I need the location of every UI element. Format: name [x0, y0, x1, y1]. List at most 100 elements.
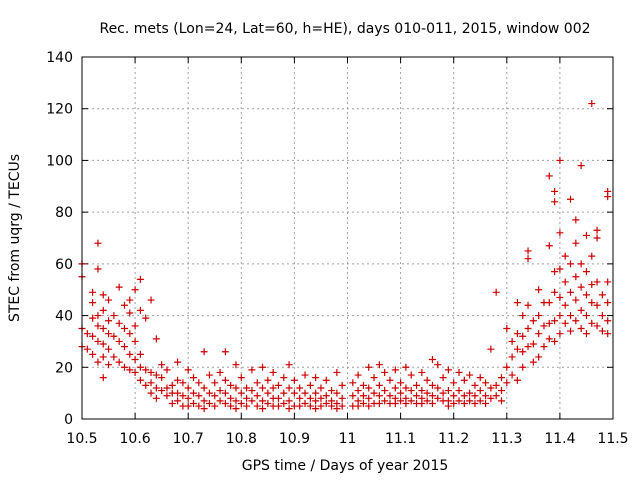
data-point — [428, 356, 436, 364]
data-point — [418, 368, 426, 376]
data-point — [317, 402, 325, 410]
data-point — [577, 325, 585, 332]
data-point — [375, 361, 383, 369]
data-point — [285, 384, 293, 392]
data-point — [115, 283, 123, 291]
data-point — [290, 376, 298, 384]
data-point — [492, 288, 500, 296]
data-point — [333, 368, 341, 376]
data-point — [94, 239, 102, 247]
data-point — [99, 340, 107, 348]
data-point — [391, 366, 399, 374]
data-point — [83, 345, 91, 353]
data-point — [375, 399, 383, 407]
data-point — [296, 402, 304, 410]
data-point — [205, 389, 213, 397]
data-point — [418, 387, 426, 395]
data-point — [248, 397, 256, 405]
data-point — [136, 306, 144, 314]
data-point — [598, 291, 606, 299]
data-point — [110, 353, 118, 361]
data-point — [120, 325, 128, 332]
data-point — [497, 387, 505, 395]
data-point — [365, 402, 373, 410]
data-point — [264, 389, 272, 397]
data-point — [190, 389, 198, 397]
data-point — [572, 239, 580, 247]
data-point — [391, 384, 399, 392]
data-point — [280, 389, 288, 397]
data-point — [428, 392, 436, 400]
data-point — [604, 299, 612, 307]
data-point — [105, 296, 113, 304]
y-tick-label: 120 — [46, 102, 73, 118]
grid — [82, 57, 613, 419]
data-point — [588, 252, 596, 260]
data-point — [535, 312, 543, 320]
data-point — [582, 268, 590, 276]
data-point — [99, 353, 107, 361]
data-point — [136, 275, 144, 283]
data-point — [211, 379, 219, 387]
data-point — [110, 312, 118, 320]
data-point — [349, 392, 357, 400]
data-point — [131, 337, 139, 345]
data-point — [413, 381, 421, 389]
data-point — [503, 363, 511, 371]
data-point — [567, 327, 575, 335]
data-point — [513, 376, 521, 384]
data-point — [381, 387, 389, 395]
data-point — [274, 402, 282, 410]
data-point — [588, 281, 596, 289]
data-point — [248, 366, 256, 374]
x-tick-label: 11.1 — [385, 431, 416, 447]
data-point — [513, 345, 521, 353]
data-point — [142, 366, 150, 374]
data-point — [126, 350, 134, 358]
data-point — [237, 399, 245, 407]
data-point — [551, 268, 559, 276]
data-point — [280, 374, 288, 382]
data-point — [296, 384, 304, 392]
data-point — [428, 381, 436, 389]
data-point — [545, 172, 553, 180]
data-point — [524, 247, 532, 255]
data-point — [455, 387, 463, 395]
data-point — [519, 332, 527, 340]
data-point — [120, 363, 128, 371]
data-point — [158, 374, 166, 382]
data-point — [556, 312, 564, 320]
data-point — [450, 392, 458, 400]
data-point — [365, 363, 373, 371]
data-point — [365, 384, 373, 392]
data-point — [572, 216, 580, 224]
data-point — [466, 397, 474, 405]
data-point — [434, 384, 442, 392]
data-point — [174, 397, 182, 405]
data-point — [540, 322, 548, 330]
data-point — [142, 381, 150, 389]
y-tick-label: 140 — [46, 50, 73, 66]
data-point — [89, 314, 97, 322]
data-point — [163, 366, 171, 374]
data-point — [386, 392, 394, 400]
data-point — [359, 399, 367, 407]
data-point — [317, 384, 325, 392]
data-point — [120, 301, 128, 309]
data-point — [184, 384, 192, 392]
data-point — [492, 392, 500, 400]
data-point — [94, 322, 102, 330]
data-point — [333, 389, 341, 397]
data-point — [221, 376, 229, 384]
data-point — [497, 374, 505, 382]
data-point — [359, 392, 367, 400]
data-point — [147, 368, 155, 376]
data-point — [370, 389, 378, 397]
data-point — [582, 330, 590, 338]
data-point — [444, 402, 452, 410]
data-point — [471, 381, 479, 389]
data-point — [545, 319, 553, 327]
data-point — [200, 405, 208, 413]
data-point — [227, 394, 235, 402]
